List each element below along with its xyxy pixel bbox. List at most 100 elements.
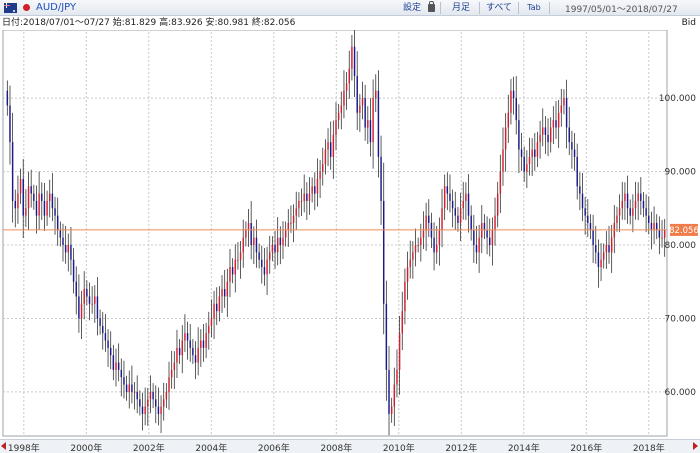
candle-body xyxy=(329,142,332,157)
candle-body xyxy=(494,215,496,231)
candle-body xyxy=(475,245,478,253)
candle-body xyxy=(290,222,292,224)
candle-body xyxy=(261,259,263,268)
candle-body xyxy=(396,369,398,385)
candle-body xyxy=(438,230,441,246)
candle-body xyxy=(584,208,586,216)
candle-body xyxy=(274,245,276,253)
settings-button[interactable]: 設定 xyxy=(402,3,421,13)
candle-body xyxy=(155,399,157,407)
candle-body xyxy=(276,237,279,253)
scroll-right-arrow-icon[interactable] xyxy=(693,442,698,450)
scroll-left-arrow-icon[interactable] xyxy=(1,442,6,450)
candle-body xyxy=(258,252,260,260)
range-all-button[interactable]: すべて xyxy=(485,3,512,13)
x-tick-label: 2006年 xyxy=(257,444,290,453)
current-price-label: 82.056 xyxy=(669,226,699,236)
candle-body xyxy=(324,149,327,165)
candle-body xyxy=(483,222,486,231)
candle-body xyxy=(144,406,146,414)
candle-body xyxy=(486,230,488,238)
candle-body xyxy=(393,384,396,407)
date-range-label: 1997/05/01～2018/07/27 xyxy=(565,5,678,15)
candle-body xyxy=(518,120,520,150)
candle-body xyxy=(428,215,430,223)
candle-body xyxy=(422,230,425,238)
candle-body xyxy=(412,252,414,260)
candle-body xyxy=(523,156,525,172)
candle-body xyxy=(242,237,244,253)
candle-body xyxy=(478,237,480,253)
candle-body xyxy=(409,259,411,268)
candle-body xyxy=(178,347,181,356)
candle-body xyxy=(377,90,380,157)
candle-body xyxy=(420,237,422,246)
candle-body xyxy=(565,98,568,128)
candle-body xyxy=(552,120,555,128)
candle-body xyxy=(443,186,446,209)
candle-body xyxy=(459,208,462,223)
candle-body xyxy=(382,200,385,304)
candle-body xyxy=(186,333,189,341)
candle-body xyxy=(218,296,221,312)
candle-body xyxy=(581,193,584,209)
candle-body xyxy=(303,193,305,201)
candle-body xyxy=(451,200,454,209)
candlestick-chart[interactable]: 100.000 90.000 80.000 70.000 60.000 82.056 xyxy=(0,30,700,438)
candle-body xyxy=(311,186,313,194)
candle-body xyxy=(43,200,46,216)
candle-body xyxy=(470,215,472,231)
candle-body xyxy=(194,355,197,363)
candle-body xyxy=(120,369,123,378)
timeline-scrollbar[interactable]: 1998年 2000年 2002年 2004年 2006年 2008年 2010年 2012年… xyxy=(0,439,700,453)
candle-body xyxy=(568,127,570,143)
candle-body xyxy=(59,230,62,238)
candle-body xyxy=(414,245,417,253)
candle-body xyxy=(141,406,144,414)
candle-body xyxy=(536,142,539,157)
candle-body xyxy=(109,347,112,356)
candle-body xyxy=(364,98,366,128)
candle-body xyxy=(406,267,409,282)
candle-body xyxy=(579,186,581,194)
candle-body xyxy=(223,289,226,297)
candle-body xyxy=(425,215,427,231)
candle-body xyxy=(234,259,237,275)
australia-flag-icon xyxy=(4,3,17,13)
lock-icon[interactable] xyxy=(428,1,435,12)
candle-body xyxy=(72,259,75,282)
candle-body xyxy=(107,340,109,348)
candle-body xyxy=(94,296,96,304)
candle-body xyxy=(33,193,35,201)
candle-body xyxy=(136,391,138,400)
candle-body xyxy=(624,193,626,201)
candle-body xyxy=(351,46,353,69)
candle-body xyxy=(446,186,449,194)
candle-body xyxy=(637,193,639,201)
candle-body xyxy=(531,149,533,157)
plot-area xyxy=(2,30,668,437)
candle-body xyxy=(616,215,618,223)
candle-body xyxy=(102,325,104,334)
candle-body xyxy=(86,289,88,297)
x-tick-label: 2002年 xyxy=(132,444,165,453)
candle-body xyxy=(149,391,152,400)
tab-button[interactable]: Tab xyxy=(527,3,541,12)
candle-body xyxy=(54,208,56,216)
candle-body xyxy=(473,230,475,246)
candle-body xyxy=(555,120,557,128)
candle-body xyxy=(229,267,231,282)
current-price-badge xyxy=(670,223,698,236)
candle-body xyxy=(253,237,255,246)
candle-body xyxy=(51,193,54,209)
candle-body xyxy=(316,178,319,194)
candle-body xyxy=(359,105,361,113)
monthly-timeframe-button[interactable]: 月足 xyxy=(451,3,470,13)
candle-body xyxy=(388,369,390,414)
candle-body xyxy=(38,193,40,216)
currency-pair-label[interactable]: AUD/JPY xyxy=(36,2,77,13)
candle-body xyxy=(279,237,282,246)
candle-body xyxy=(64,245,67,253)
candle-body xyxy=(208,325,210,334)
candle-body xyxy=(353,46,356,77)
